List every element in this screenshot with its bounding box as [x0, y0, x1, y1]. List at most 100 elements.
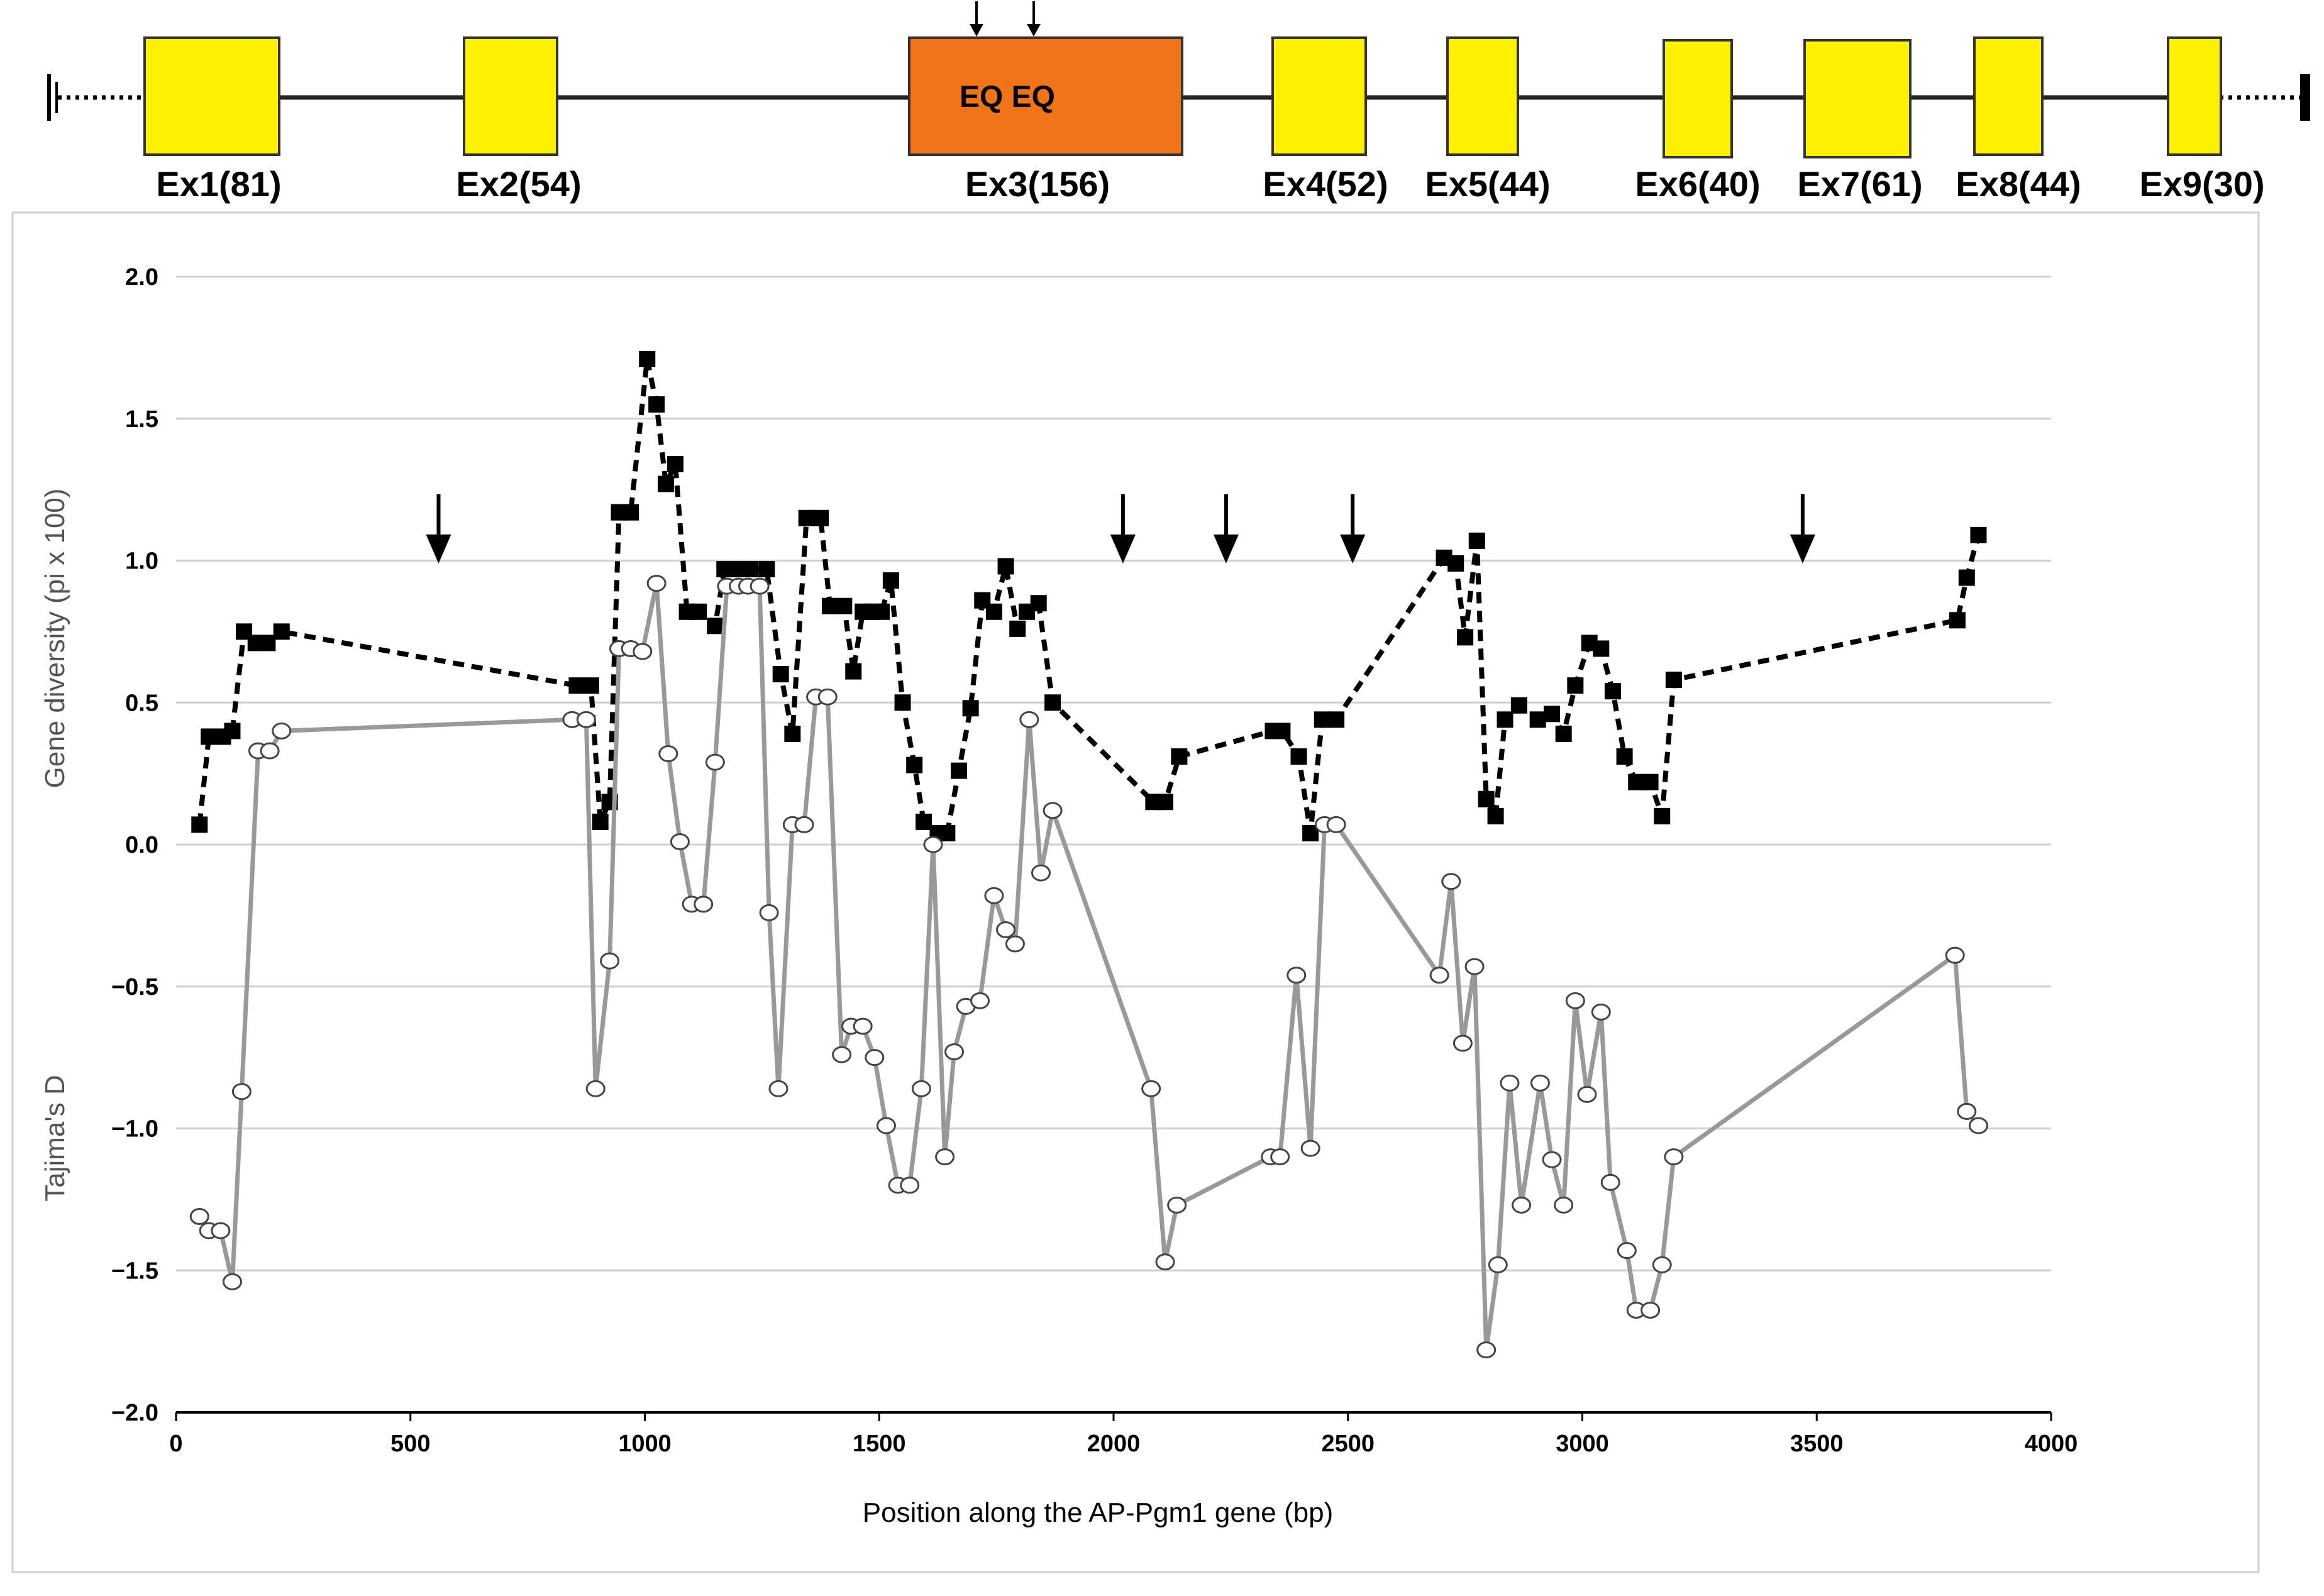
data-point-square — [916, 813, 932, 830]
data-point-circle — [996, 921, 1016, 938]
data-point-square — [1604, 683, 1621, 700]
data-point-square — [812, 509, 829, 526]
down-arrow — [426, 494, 451, 563]
x-tick-label: 1500 — [853, 1431, 906, 1457]
y-tick-label: −0.5 — [111, 974, 158, 1000]
data-point-square — [690, 603, 707, 620]
down-arrow-head — [1110, 535, 1136, 563]
down-arrow-head — [1790, 535, 1815, 563]
data-point-circle — [865, 1049, 885, 1067]
data-point-square — [1628, 773, 1645, 790]
data-point-circle — [1542, 1151, 1562, 1168]
data-point-circle — [1617, 1242, 1637, 1260]
data-point-square — [950, 762, 967, 779]
series-gene-diversity — [191, 350, 1987, 841]
data-point-square — [1314, 711, 1331, 728]
data-point-square — [962, 700, 979, 717]
data-point-circle — [1300, 1139, 1320, 1157]
x-tick-label: 0 — [169, 1431, 182, 1457]
data-point-circle — [576, 711, 596, 728]
data-point-circle — [585, 1080, 606, 1097]
data-point-square — [1030, 595, 1047, 612]
data-point-square — [1457, 629, 1474, 646]
data-point-circle — [984, 887, 1004, 904]
down-arrow — [1340, 494, 1366, 563]
data-point-circle — [1641, 1301, 1661, 1319]
data-point-square — [1274, 723, 1291, 740]
gene-end-cap — [2300, 74, 2310, 121]
data-point-circle — [1488, 1256, 1508, 1273]
data-point-circle — [222, 1273, 242, 1290]
down-arrow — [1213, 494, 1239, 563]
data-point-square — [985, 603, 1002, 620]
data-point-circle — [272, 722, 292, 740]
data-series — [189, 350, 1988, 1359]
data-point-circle — [658, 745, 678, 763]
y-axis-title-upper: Gene diversity (pi x 100) — [40, 489, 70, 789]
y-tick-labels: 2.0 1.5 1.0 0.5 0.0 −0.5 −1.0 −1.5 −2.0 — [111, 264, 158, 1426]
x-tick-label: 500 — [390, 1431, 430, 1457]
data-point-square — [1593, 640, 1610, 657]
x-axis-title: Position along the AP-Pgm1 gene (bp) — [863, 1497, 1333, 1528]
data-point-circle — [935, 1148, 955, 1166]
data-point-circle — [1429, 967, 1449, 984]
y-tick-label: −2.0 — [111, 1400, 158, 1426]
data-point-circle — [1452, 1034, 1473, 1052]
data-point-square — [1949, 612, 1966, 629]
data-point-circle — [1167, 1196, 1187, 1214]
data-point-circle — [1155, 1253, 1175, 1271]
data-point-square — [707, 618, 724, 635]
data-point-circle — [1664, 1148, 1684, 1166]
data-point-square — [798, 509, 815, 526]
data-point-square — [582, 677, 599, 694]
data-point-circle — [1591, 1003, 1611, 1021]
data-point-circle — [1577, 1085, 1597, 1103]
data-point-square — [906, 756, 923, 773]
exon-3-box — [908, 36, 1183, 156]
data-point-circle — [260, 742, 280, 760]
data-point-circle — [900, 1177, 920, 1194]
data-point-circle — [1019, 711, 1039, 728]
x-tick-label: 3000 — [1556, 1431, 1609, 1457]
data-point-circle — [832, 1046, 852, 1063]
exon-6-label: Ex6(40) — [1635, 164, 1760, 204]
data-point-circle — [231, 1083, 252, 1100]
data-point-circle — [1441, 873, 1461, 890]
exon-9-box — [2167, 36, 2222, 156]
data-point-square — [1642, 773, 1659, 790]
chart-panel-border — [11, 211, 2260, 1573]
x-tick-label: 2500 — [1321, 1431, 1375, 1457]
data-point-square — [758, 561, 775, 578]
data-point-square — [191, 816, 208, 833]
region-arrows — [426, 494, 1815, 563]
data-point-circle — [768, 1080, 788, 1097]
data-point-circle — [1005, 935, 1025, 953]
data-point-square — [667, 455, 683, 472]
data-point-circle — [944, 1043, 965, 1061]
y-tick-label: 1.5 — [125, 406, 158, 433]
series-tajimas-d — [189, 575, 1988, 1359]
exon-5-label: Ex5(44) — [1425, 164, 1550, 204]
data-point-square — [1009, 620, 1026, 637]
data-point-square — [1654, 807, 1671, 824]
data-point-square — [1544, 706, 1561, 723]
exon-9-label: Ex9(30) — [2139, 164, 2264, 204]
data-point-square — [1616, 748, 1633, 765]
data-point-square — [1665, 672, 1682, 689]
data-point-square — [259, 635, 276, 651]
data-point-circle — [1600, 1173, 1620, 1191]
data-point-circle — [1968, 1117, 1988, 1134]
x-tick-label: 1000 — [618, 1431, 672, 1457]
exon-7-box — [1803, 39, 1912, 158]
data-point-circle — [705, 753, 725, 771]
eq-arrow-1 — [970, 1, 983, 36]
down-arrow-head — [1213, 535, 1239, 563]
data-point-circle — [600, 952, 620, 970]
data-point-square — [592, 813, 609, 830]
x-tick-label: 2000 — [1087, 1431, 1141, 1457]
data-point-circle — [876, 1117, 896, 1134]
data-point-circle — [1464, 958, 1485, 975]
data-point-square — [1567, 677, 1584, 694]
data-point-circle — [1043, 802, 1063, 819]
data-point-square — [873, 603, 890, 620]
